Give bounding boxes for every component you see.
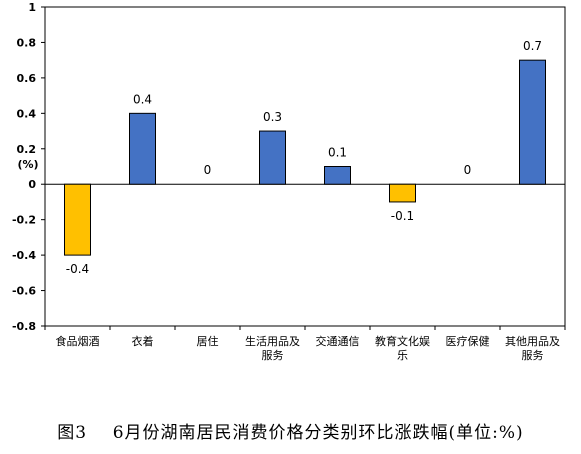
y-tick-label: 0.6 xyxy=(17,72,37,85)
data-label: 0.4 xyxy=(133,92,152,106)
y-tick-label: 0.2 xyxy=(17,143,37,156)
x-category-label: 乐 xyxy=(397,349,408,362)
y-tick-label: 0.4 xyxy=(17,107,37,120)
data-label: 0.1 xyxy=(328,146,347,160)
y-tick-label: -0.6 xyxy=(12,285,36,298)
y-tick-label: -0.2 xyxy=(12,214,36,227)
bar-chart: 1 0.8 0.6 0.4 0.2 0 -0.2 -0.4 -0.6 -0.8 (%) -0.4 食品烟… xyxy=(12,1,566,362)
y-tick-label: -0.8 xyxy=(12,320,36,333)
x-category-label: 交通通信 xyxy=(316,334,360,348)
data-label: 0.3 xyxy=(263,110,282,124)
bar xyxy=(519,59,546,185)
x-category-label: 居住 xyxy=(197,334,219,348)
x-category-label: 医疗保健 xyxy=(446,334,490,348)
x-category-label: 服务 xyxy=(522,349,544,362)
bar xyxy=(389,183,416,203)
data-label: -0.4 xyxy=(66,262,89,276)
y-tick-label: -0.4 xyxy=(12,249,36,262)
bar xyxy=(259,130,286,185)
data-label: 0 xyxy=(464,163,472,177)
x-category-label: 食品烟酒 xyxy=(56,334,100,348)
plot-area xyxy=(44,6,566,327)
bar xyxy=(324,166,351,185)
x-category-label: 衣着 xyxy=(132,334,154,348)
x-category-label: 生活用品及 xyxy=(245,334,300,348)
y-tick-label: 1 xyxy=(28,1,36,14)
data-label: 0 xyxy=(204,163,212,177)
bar xyxy=(64,183,91,256)
data-label: 0.7 xyxy=(523,39,542,53)
x-category-label: 服务 xyxy=(262,349,284,362)
bar xyxy=(129,112,156,185)
x-category-label: 教育文化娱 xyxy=(375,334,430,348)
data-label: -0.1 xyxy=(391,209,414,223)
y-axis-unit: (%) xyxy=(17,158,38,171)
y-tick-label: 0.8 xyxy=(17,36,37,49)
y-tick-label: 0 xyxy=(28,178,36,191)
x-category-label: 其他用品及 xyxy=(505,335,560,348)
figure-caption: 图3 6月份湖南居民消费价格分类别环比涨跌幅(单位:%) xyxy=(57,423,524,443)
